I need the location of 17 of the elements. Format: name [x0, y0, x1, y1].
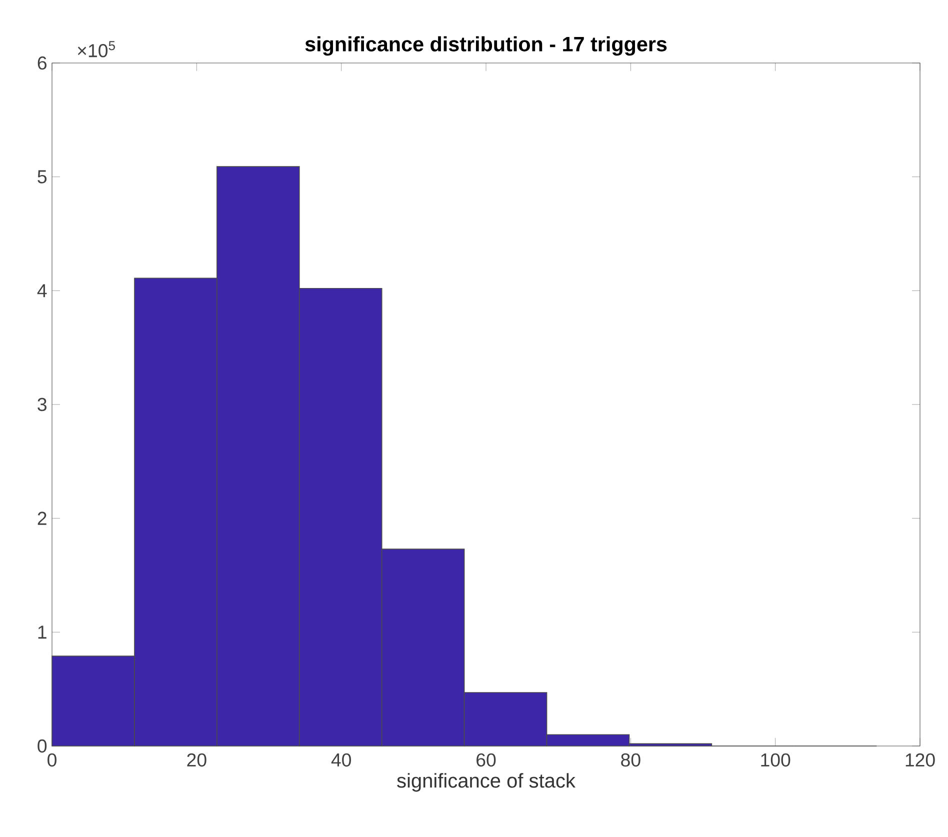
text: ×10$^{5}$ — [78, 41, 115, 58]
x-tick-label: 0 — [48, 753, 56, 767]
y-tick-label: 1 — [38, 626, 46, 639]
x-tick-label: 120 — [906, 753, 935, 767]
x-axis-title: significance of stack — [397, 773, 576, 792]
y-tick-label: 6 — [38, 56, 46, 70]
y-tick-label: 5 — [38, 170, 47, 184]
x-tick-label: 80 — [621, 753, 640, 767]
x-tick-label: 20 — [187, 753, 206, 767]
y-tick-label: 2 — [38, 512, 46, 525]
y-tick-label: 0 — [38, 739, 47, 753]
y-tick-label: 4 — [37, 284, 47, 298]
chart-title: significance distribution - 17 triggers — [305, 36, 667, 56]
x-tick-label: 60 — [476, 753, 496, 767]
x-tick-label: 40 — [331, 753, 351, 767]
y-tick-label: 3 — [38, 398, 46, 412]
x-tick-label: 100 — [761, 753, 790, 767]
